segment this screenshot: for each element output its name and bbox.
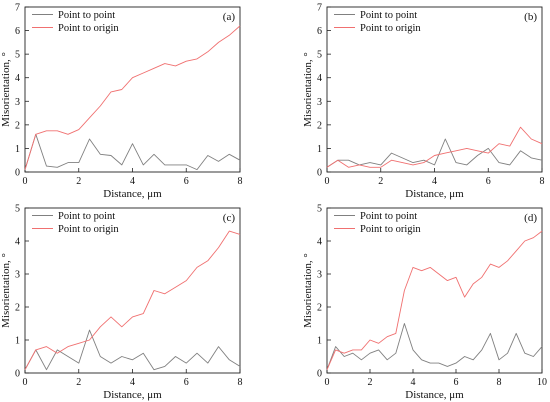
legend-label: Point to point bbox=[360, 211, 417, 222]
y-tick-label: 4 bbox=[15, 237, 20, 248]
y-tick-label: 5 bbox=[317, 50, 322, 61]
x-tick-label: 2 bbox=[76, 377, 81, 388]
legend-label: Point to point bbox=[360, 10, 417, 21]
y-tick-label: 3 bbox=[15, 270, 20, 281]
y-tick-label: 1 bbox=[15, 144, 20, 155]
chart-panel-4: 0 2 4 6 8 10 0 1 2 3 4 5 Distance, μm Misorientation,… bbox=[302, 204, 547, 402]
legend-label: Point to point bbox=[58, 10, 115, 21]
y-tick-label: 3 bbox=[317, 97, 322, 108]
panel-label: (d) bbox=[524, 212, 537, 224]
series-line-point-to-point bbox=[326, 138, 543, 168]
y-tick-label: 4 bbox=[317, 73, 322, 84]
x-tick-label: 6 bbox=[184, 176, 189, 187]
x-tick-label: 4 bbox=[130, 377, 135, 388]
legend-label: Point to point bbox=[58, 211, 115, 222]
x-tick-label: 4 bbox=[130, 176, 135, 187]
y-tick-label: 2 bbox=[317, 303, 322, 314]
y-tick-label: 3 bbox=[317, 270, 322, 281]
x-axis-label: Distance, μm bbox=[103, 389, 162, 401]
plot-frame bbox=[326, 207, 543, 374]
y-axis-label: Misorientation, ° bbox=[0, 253, 12, 328]
x-tick-label: 8 bbox=[497, 377, 502, 388]
y-tick-label: 2 bbox=[317, 120, 322, 131]
series-line-point-to-point bbox=[326, 323, 543, 370]
x-tick-label: 0 bbox=[23, 176, 28, 187]
y-tick-label: 0 bbox=[317, 168, 322, 179]
x-tick-label: 2 bbox=[76, 176, 81, 187]
series-line-point-to-origin bbox=[24, 230, 241, 370]
legend-label: Point to origin bbox=[360, 23, 421, 34]
x-tick-label: 4 bbox=[432, 176, 437, 187]
y-axis-label: Misorientation, ° bbox=[302, 52, 314, 127]
x-tick-label: 6 bbox=[486, 176, 491, 187]
series-line-point-to-point bbox=[24, 329, 241, 371]
panel-label: (a) bbox=[223, 11, 236, 23]
x-tick-label: 10 bbox=[537, 377, 547, 388]
x-axis-label: Distance, μm bbox=[405, 389, 464, 401]
y-axis-label: Misorientation, ° bbox=[0, 52, 12, 127]
series-line-point-to-origin bbox=[326, 230, 543, 370]
y-tick-label: 1 bbox=[317, 336, 322, 347]
y-tick-label: 0 bbox=[15, 369, 20, 380]
series-line-point-to-origin bbox=[24, 25, 241, 170]
chart-panel-2: 0 2 4 6 8 0 1 2 3 4 5 6 7 Distance, μm Misorientation,… bbox=[302, 3, 545, 201]
legend-label: Point to origin bbox=[58, 224, 119, 235]
y-tick-label: 0 bbox=[15, 168, 20, 179]
panel-label: (b) bbox=[524, 11, 537, 23]
x-tick-label: 6 bbox=[454, 377, 459, 388]
y-tick-label: 0 bbox=[317, 369, 322, 380]
y-tick-label: 7 bbox=[15, 3, 20, 14]
y-tick-label: 1 bbox=[317, 144, 322, 155]
series-line-point-to-point bbox=[24, 133, 241, 171]
y-tick-label: 5 bbox=[15, 204, 20, 215]
legend-label: Point to origin bbox=[360, 224, 421, 235]
y-tick-label: 5 bbox=[317, 204, 322, 215]
y-tick-label: 7 bbox=[317, 3, 322, 14]
y-tick-label: 2 bbox=[15, 120, 20, 131]
y-tick-label: 4 bbox=[15, 73, 20, 84]
chart-panel-1: 0 2 4 6 8 0 1 2 3 4 5 6 7 Distance, μm Misorientation,… bbox=[0, 3, 243, 201]
y-tick-label: 4 bbox=[317, 237, 322, 248]
x-tick-label: 8 bbox=[540, 176, 545, 187]
x-tick-label: 4 bbox=[411, 377, 416, 388]
legend-label: Point to origin bbox=[58, 23, 119, 34]
series-line-point-to-origin bbox=[326, 126, 543, 168]
x-tick-label: 0 bbox=[325, 377, 330, 388]
x-tick-label: 8 bbox=[238, 176, 243, 187]
x-axis-label: Distance, μm bbox=[405, 188, 464, 200]
y-tick-label: 5 bbox=[15, 50, 20, 61]
x-axis-label: Distance, μm bbox=[103, 188, 162, 200]
y-tick-label: 6 bbox=[15, 26, 20, 37]
y-axis-label: Misorientation, ° bbox=[302, 253, 314, 328]
x-tick-label: 2 bbox=[378, 176, 383, 187]
y-tick-label: 1 bbox=[15, 336, 20, 347]
x-tick-label: 0 bbox=[23, 377, 28, 388]
x-tick-label: 6 bbox=[184, 377, 189, 388]
panel-label: (c) bbox=[223, 212, 236, 224]
y-tick-label: 3 bbox=[15, 97, 20, 108]
x-tick-label: 2 bbox=[368, 377, 373, 388]
chart-panel-3: 0 2 4 6 8 0 1 2 3 4 5 Distance, μm Misorientation, °… bbox=[0, 204, 243, 402]
x-tick-label: 0 bbox=[325, 176, 330, 187]
x-tick-label: 8 bbox=[238, 377, 243, 388]
y-tick-label: 6 bbox=[317, 26, 322, 37]
y-tick-label: 2 bbox=[15, 303, 20, 314]
